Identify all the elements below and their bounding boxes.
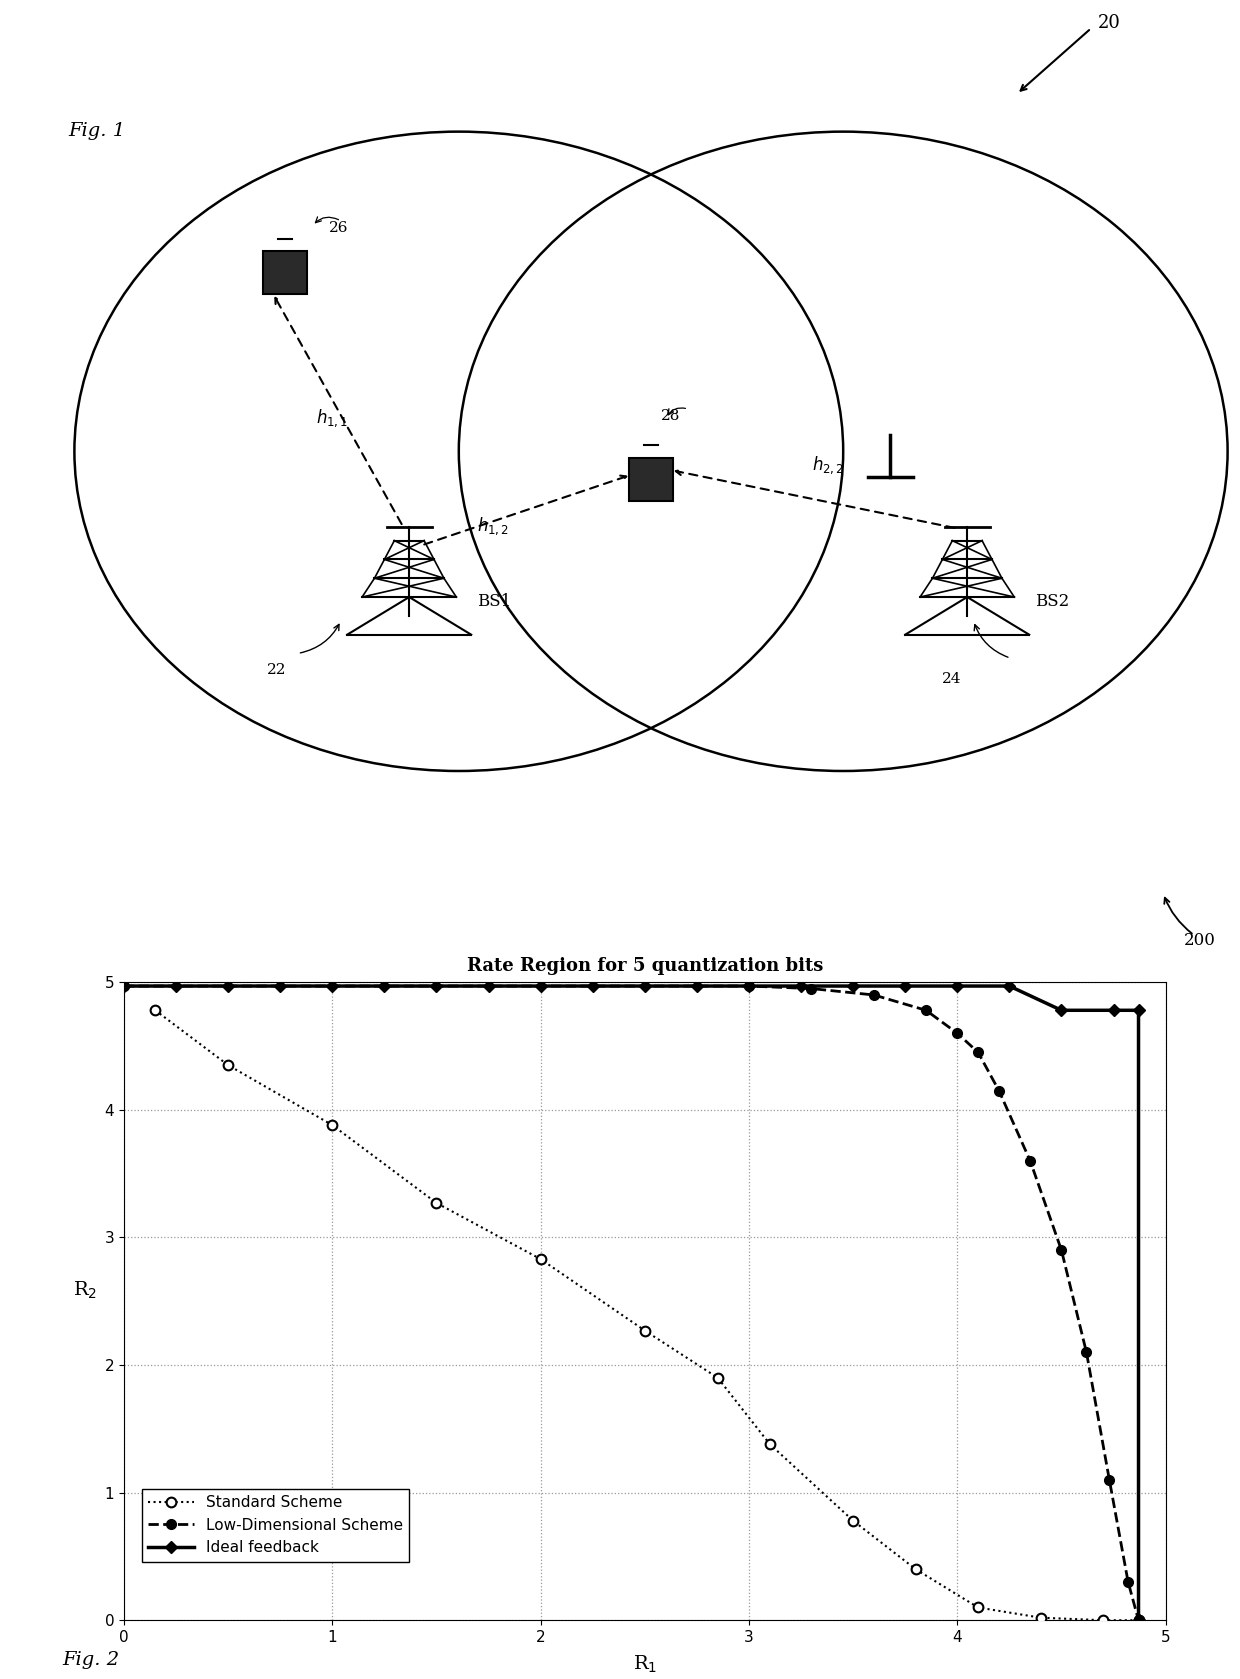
Ideal feedback (273, 975, 288, 996)
Standard Scheme (846, 1511, 861, 1531)
Low-Dimensional Scheme (117, 975, 131, 996)
Ideal feedback (1002, 975, 1017, 996)
Low-Dimensional Scheme (1131, 1610, 1146, 1630)
Ideal feedback (846, 975, 861, 996)
Text: 200: 200 (1184, 932, 1216, 949)
Low-Dimensional Scheme (867, 986, 882, 1006)
Standard Scheme (533, 1249, 548, 1269)
Low-Dimensional Scheme (992, 1081, 1007, 1101)
Text: $h_{1,2}$: $h_{1,2}$ (477, 515, 510, 537)
Line: Low-Dimensional Scheme: Low-Dimensional Scheme (119, 981, 1143, 1625)
Low-Dimensional Scheme (919, 1001, 934, 1021)
Text: $h_{1,1}$: $h_{1,1}$ (316, 408, 348, 430)
Y-axis label: R$_2$: R$_2$ (73, 1279, 97, 1301)
Text: 26: 26 (329, 222, 348, 235)
Ideal feedback (1131, 1001, 1146, 1021)
Ideal feedback (169, 975, 184, 996)
Standard Scheme (971, 1597, 986, 1617)
Standard Scheme (763, 1434, 777, 1454)
Low-Dimensional Scheme (950, 1023, 965, 1043)
Low-Dimensional Scheme (804, 979, 818, 999)
Ideal feedback (1131, 1610, 1146, 1630)
Ideal feedback (898, 975, 913, 996)
Ideal feedback (1054, 1001, 1069, 1021)
Standard Scheme (1033, 1607, 1048, 1627)
Text: 24: 24 (942, 672, 962, 687)
Title: Rate Region for 5 quantization bits: Rate Region for 5 quantization bits (466, 957, 823, 975)
Text: 28: 28 (661, 410, 681, 423)
Low-Dimensional Scheme (971, 1043, 986, 1063)
Standard Scheme (711, 1368, 725, 1389)
Legend: Standard Scheme, Low-Dimensional Scheme, Ideal feedback: Standard Scheme, Low-Dimensional Scheme,… (143, 1489, 409, 1561)
Low-Dimensional Scheme (1023, 1150, 1038, 1170)
Standard Scheme (1131, 1610, 1146, 1630)
Ideal feedback (221, 975, 236, 996)
Ideal feedback (377, 975, 392, 996)
Standard Scheme (429, 1192, 444, 1212)
Standard Scheme (908, 1560, 923, 1580)
Ideal feedback (481, 975, 496, 996)
Standard Scheme (637, 1320, 652, 1340)
Text: Fig. 1: Fig. 1 (68, 123, 125, 141)
Line: Standard Scheme: Standard Scheme (150, 1006, 1143, 1625)
Low-Dimensional Scheme (1102, 1469, 1117, 1489)
Standard Scheme (325, 1115, 340, 1135)
Low-Dimensional Scheme (1054, 1241, 1069, 1261)
Ideal feedback (429, 975, 444, 996)
Text: BS2: BS2 (1035, 593, 1070, 609)
Standard Scheme (148, 1001, 162, 1021)
Ideal feedback (325, 975, 340, 996)
Ideal feedback (117, 975, 131, 996)
Ideal feedback (689, 975, 704, 996)
Line: Ideal feedback: Ideal feedback (120, 982, 1143, 1624)
Text: $h_{2,2}$: $h_{2,2}$ (812, 455, 844, 477)
Text: 20: 20 (1097, 13, 1120, 32)
Ideal feedback (1106, 1001, 1121, 1021)
X-axis label: R$_1$: R$_1$ (632, 1654, 657, 1674)
Low-Dimensional Scheme (742, 975, 756, 996)
Ideal feedback (637, 975, 652, 996)
Low-Dimensional Scheme (1079, 1342, 1094, 1362)
Low-Dimensional Scheme (1121, 1572, 1136, 1592)
Ideal feedback (950, 975, 965, 996)
Ideal feedback (742, 975, 756, 996)
Text: BS1: BS1 (477, 593, 512, 609)
Bar (263, 250, 308, 294)
Ideal feedback (533, 975, 548, 996)
Bar (629, 458, 673, 502)
Ideal feedback (794, 975, 808, 996)
Ideal feedback (585, 975, 600, 996)
Text: Fig. 2: Fig. 2 (62, 1650, 119, 1669)
Text: 22: 22 (267, 663, 286, 677)
Standard Scheme (221, 1054, 236, 1075)
Standard Scheme (1096, 1610, 1111, 1630)
